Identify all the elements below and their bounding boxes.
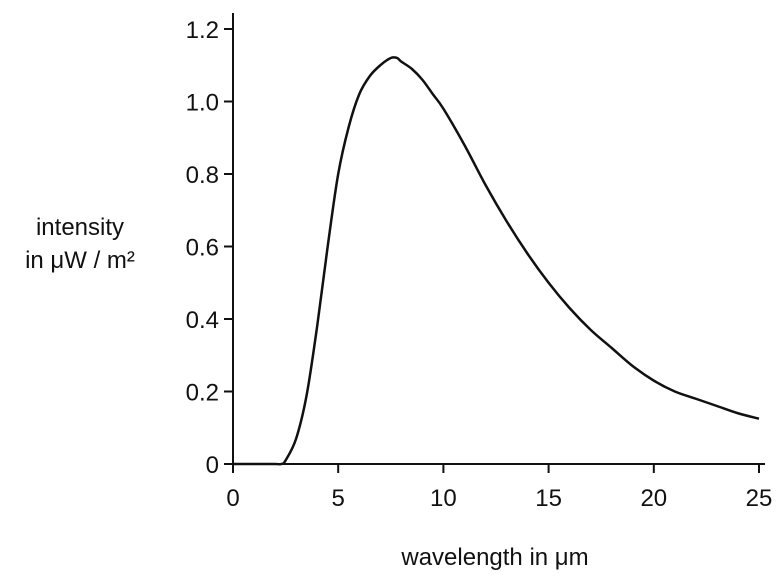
y-tick-label: 1.2 [186, 17, 219, 44]
intensity-curve [232, 56, 760, 466]
y-tick-label: 0.6 [186, 235, 219, 262]
y-axis-label-line-1: intensity [36, 214, 124, 241]
x-axis-label: wavelength in μm [400, 544, 588, 571]
y-tick-label: 0.2 [186, 380, 219, 407]
x-tick-label: 5 [332, 485, 345, 512]
x-ticks: 0 5 10 15 20 25 [226, 464, 772, 512]
y-axis-label-line-2: in μW / m² [25, 247, 135, 274]
y-ticks: 0 0.2 0.4 0.6 0.8 1.0 1.2 [186, 17, 233, 479]
x-tick-label: 10 [430, 485, 457, 512]
y-tick-label: 0.8 [186, 162, 219, 189]
y-tick-label: 1.0 [186, 90, 219, 117]
y-tick-label: 0 [206, 452, 219, 479]
x-tick-label: 15 [535, 485, 562, 512]
x-tick-label: 25 [746, 485, 773, 512]
x-tick-label: 20 [640, 485, 667, 512]
axes [232, 13, 765, 465]
x-tick-label: 0 [226, 485, 239, 512]
y-tick-label: 0.4 [186, 307, 219, 334]
